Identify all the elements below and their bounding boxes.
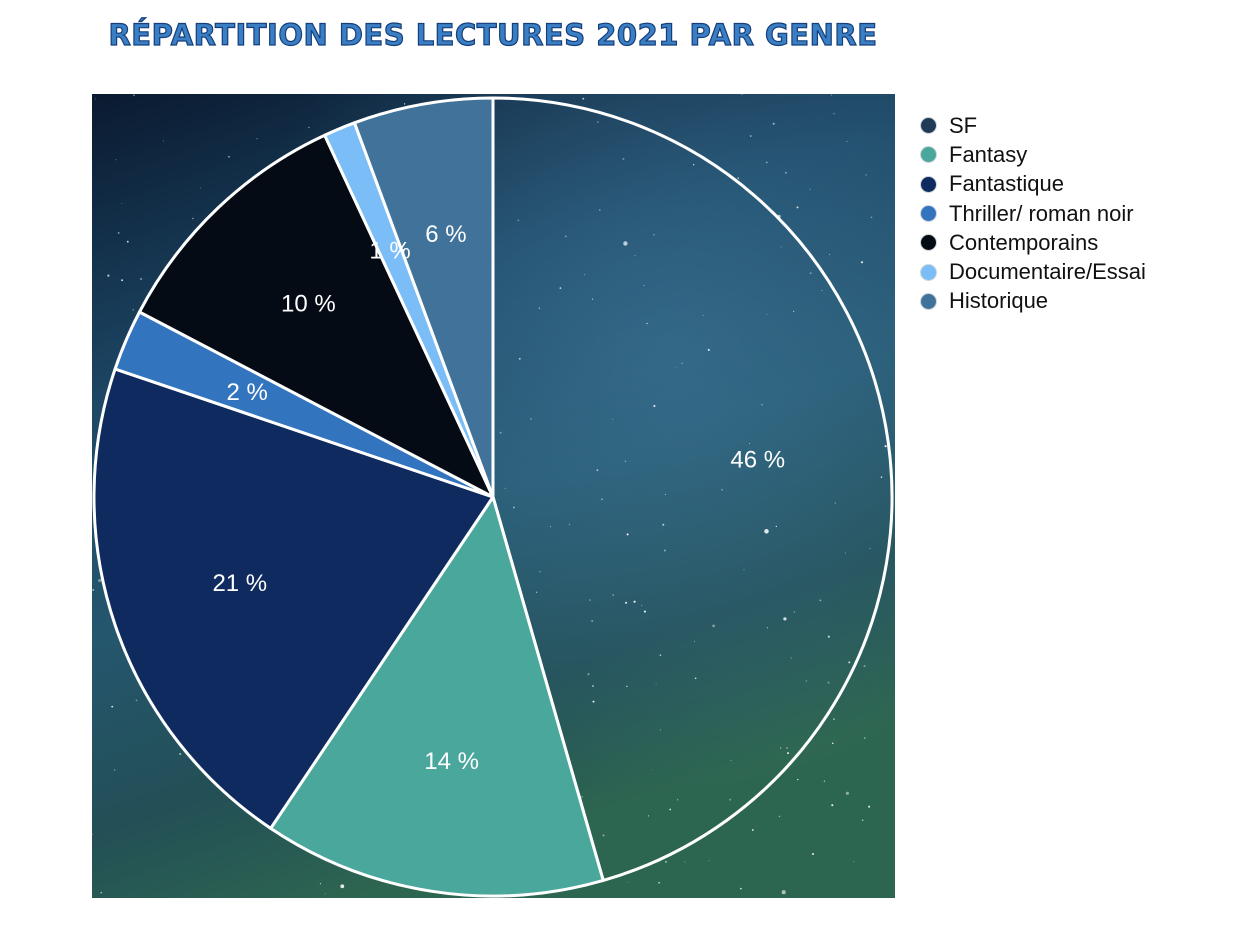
chart-legend: SF Fantasy Fantastique Thriller/ roman noir…	[920, 111, 1220, 316]
pie-slice-fantastique	[92, 367, 495, 830]
legend-item-sf: SF	[920, 111, 1220, 140]
data-label-historique: 6 %	[425, 221, 466, 248]
data-label-sf: 46 %	[730, 447, 785, 474]
legend-item-contemporains: Contemporains	[920, 228, 1220, 257]
pie-slice-fantasy	[269, 495, 605, 898]
legend-label: Thriller/ roman noir	[949, 200, 1134, 226]
legend-item-historique: Historique	[920, 287, 1220, 316]
legend-item-documentaire-essai: Documentaire/Essai	[920, 257, 1220, 286]
legend-label: Contemporains	[949, 229, 1099, 255]
legend-swatch	[920, 175, 937, 193]
legend-label: SF	[949, 112, 978, 138]
pie-slices	[92, 96, 894, 898]
data-label-fantastique: 21 %	[212, 570, 267, 597]
pie-data-labels: 46 % 14 % 21 % 2 % 10 % 1 % 6 %	[212, 221, 785, 775]
data-label-thriller-roman-noir: 2 %	[227, 379, 268, 406]
legend-label: Historique	[949, 288, 1049, 314]
chart-title: Répartition des lectures 2021 par genre	[108, 17, 878, 52]
legend-item-thriller-roman-noir: Thriller/ roman noir	[920, 199, 1220, 228]
legend-label: Fantastique	[949, 171, 1064, 197]
legend-label: Fantasy	[949, 141, 1028, 167]
pie-slice-contemporains	[137, 133, 495, 499]
legend-swatch	[920, 205, 937, 223]
legend-swatch	[920, 117, 937, 135]
legend-swatch	[920, 234, 937, 252]
data-label-fantasy: 14 %	[424, 748, 479, 775]
data-label-contemporains: 10 %	[281, 291, 336, 318]
legend-swatch	[920, 292, 937, 310]
pie-slice-sf	[491, 96, 894, 882]
legend-swatch	[920, 263, 937, 281]
legend-item-fantastique: Fantastique	[920, 170, 1220, 199]
data-label-documentaire-essai: 1 %	[369, 237, 410, 264]
legend-swatch	[920, 146, 937, 164]
pie-slice-historique	[352, 96, 495, 499]
legend-item-fantasy: Fantasy	[920, 140, 1220, 169]
legend-label: Documentaire/Essai	[949, 259, 1146, 285]
